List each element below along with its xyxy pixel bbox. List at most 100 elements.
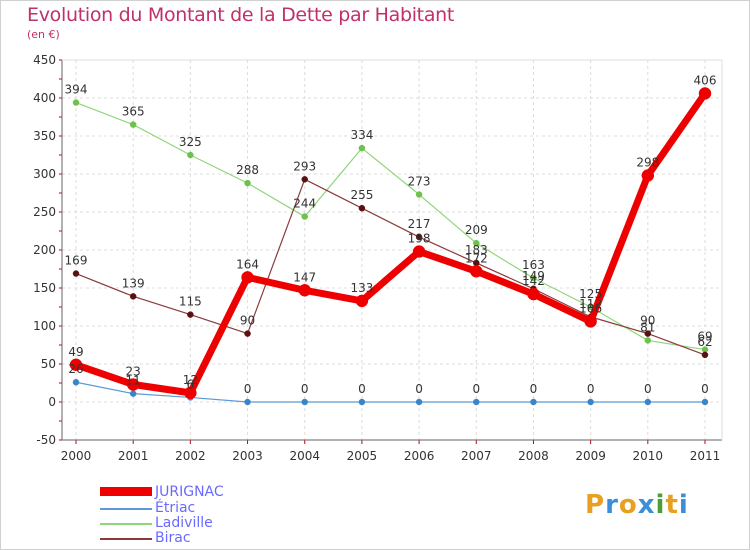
data-point-birac — [644, 330, 652, 337]
legend-label-birac: Birac — [155, 530, 191, 546]
data-point-triac — [129, 390, 137, 397]
legend-item-ladiville: Ladiville — [100, 515, 300, 531]
data-point-jurignac — [412, 245, 426, 258]
data-point-triac — [72, 378, 80, 386]
data-label-triac: 0 — [530, 382, 538, 396]
y-tick-label: 50 — [41, 357, 56, 371]
data-label-birac: 183 — [465, 243, 488, 257]
data-label-birac: 90 — [640, 314, 655, 328]
data-label-triac: 6 — [187, 377, 195, 391]
data-label-birac: 169 — [65, 254, 88, 268]
data-label-jurignac: 49 — [68, 345, 83, 359]
data-point-ladiville — [473, 239, 480, 247]
x-tick-label: 2001 — [118, 449, 149, 463]
data-label-jurignac: 12 — [183, 373, 198, 387]
data-point-birac — [187, 311, 194, 318]
x-tick-label: 2007 — [461, 449, 492, 463]
data-label-birac: 115 — [179, 295, 202, 309]
data-point-jurignac — [69, 358, 83, 372]
data-label-jurignac: 406 — [694, 73, 717, 87]
data-point-ladiville — [415, 191, 423, 198]
data-label-ladiville: 125 — [579, 287, 602, 301]
data-point-birac — [415, 233, 423, 241]
data-label-triac: 0 — [358, 382, 366, 396]
data-point-ladiville — [530, 274, 537, 282]
x-tick-label: 2011 — [690, 449, 721, 463]
x-tick-label: 2004 — [289, 449, 320, 463]
data-label-birac: 139 — [122, 276, 145, 290]
data-label-jurignac: 23 — [126, 365, 141, 379]
data-label-jurignac: 142 — [522, 274, 545, 288]
data-point-birac — [244, 330, 251, 337]
data-label-birac: 293 — [293, 159, 316, 173]
data-point-birac — [129, 293, 137, 300]
legend-label-etriac: Étriac — [155, 500, 196, 516]
data-point-jurignac — [641, 169, 655, 182]
chart-subtitle: (en €) — [27, 28, 60, 41]
data-label-jurignac: 164 — [236, 257, 259, 271]
data-point-ladiville — [187, 151, 194, 159]
data-label-jurignac: 106 — [579, 301, 602, 315]
y-tick-label: 150 — [33, 281, 56, 295]
data-point-jurignac — [527, 287, 540, 301]
data-point-triac — [701, 398, 709, 406]
data-point-ladiville — [129, 121, 137, 128]
data-label-birac: 62 — [697, 335, 712, 349]
data-point-ladiville — [244, 179, 251, 187]
logo-letter: x — [637, 490, 656, 520]
data-label-triac: 0 — [587, 382, 595, 396]
data-point-triac — [530, 398, 537, 406]
legend-item-etriac: Étriac — [100, 500, 300, 516]
logo-letter: i — [655, 490, 666, 520]
y-tick-label: -50 — [36, 433, 56, 447]
data-label-birac: 149 — [522, 269, 545, 283]
data-point-triac — [244, 398, 251, 406]
y-tick-label: 450 — [33, 53, 56, 67]
data-label-ladiville: 288 — [236, 163, 259, 177]
data-label-jurignac: 133 — [350, 281, 373, 295]
data-point-birac — [72, 270, 80, 277]
data-label-jurignac: 172 — [465, 251, 488, 265]
data-label-triac: 0 — [701, 382, 709, 396]
y-tick-label: 300 — [33, 167, 56, 181]
data-label-triac: 0 — [644, 382, 652, 396]
data-point-triac — [644, 398, 652, 406]
data-point-birac — [301, 176, 308, 183]
data-point-ladiville — [72, 99, 80, 106]
data-point-jurignac — [126, 378, 140, 391]
data-point-triac — [358, 398, 366, 406]
x-tick-label: 2003 — [232, 449, 263, 463]
data-point-jurignac — [584, 315, 597, 328]
y-tick-label: 350 — [33, 129, 56, 143]
legend-swatch-birac — [100, 538, 152, 540]
proxiti-logo: Proxiti — [585, 490, 689, 520]
data-label-jurignac: 198 — [408, 232, 431, 246]
logo-letter: t — [665, 490, 679, 520]
data-point-triac — [473, 398, 480, 406]
legend-swatch-ladiville — [100, 523, 152, 525]
data-label-jurignac: 147 — [293, 270, 316, 284]
data-label-ladiville: 163 — [522, 258, 545, 272]
data-point-birac — [701, 351, 709, 359]
data-point-jurignac — [241, 271, 254, 284]
data-label-ladiville: 334 — [350, 128, 373, 142]
data-point-jurignac — [355, 294, 369, 308]
x-tick-label: 2005 — [347, 449, 378, 463]
data-point-ladiville — [301, 213, 308, 220]
logo-letter: i — [678, 490, 689, 520]
data-point-ladiville — [358, 144, 366, 152]
data-point-birac — [358, 204, 366, 212]
data-label-ladiville: 273 — [408, 175, 431, 189]
y-tick-label: 100 — [33, 319, 56, 333]
legend-swatch-etriac — [100, 508, 152, 510]
y-tick-label: 200 — [33, 243, 56, 257]
data-label-triac: 11 — [126, 374, 141, 388]
logo-letter: P — [585, 490, 606, 520]
legend-swatch-jurignac — [100, 487, 152, 496]
chart-title: Evolution du Montant de la Dette par Hab… — [27, 4, 455, 26]
data-point-jurignac — [470, 265, 483, 278]
data-label-jurignac: 298 — [636, 156, 659, 170]
data-point-triac — [301, 398, 308, 406]
x-tick-label: 2002 — [175, 449, 206, 463]
